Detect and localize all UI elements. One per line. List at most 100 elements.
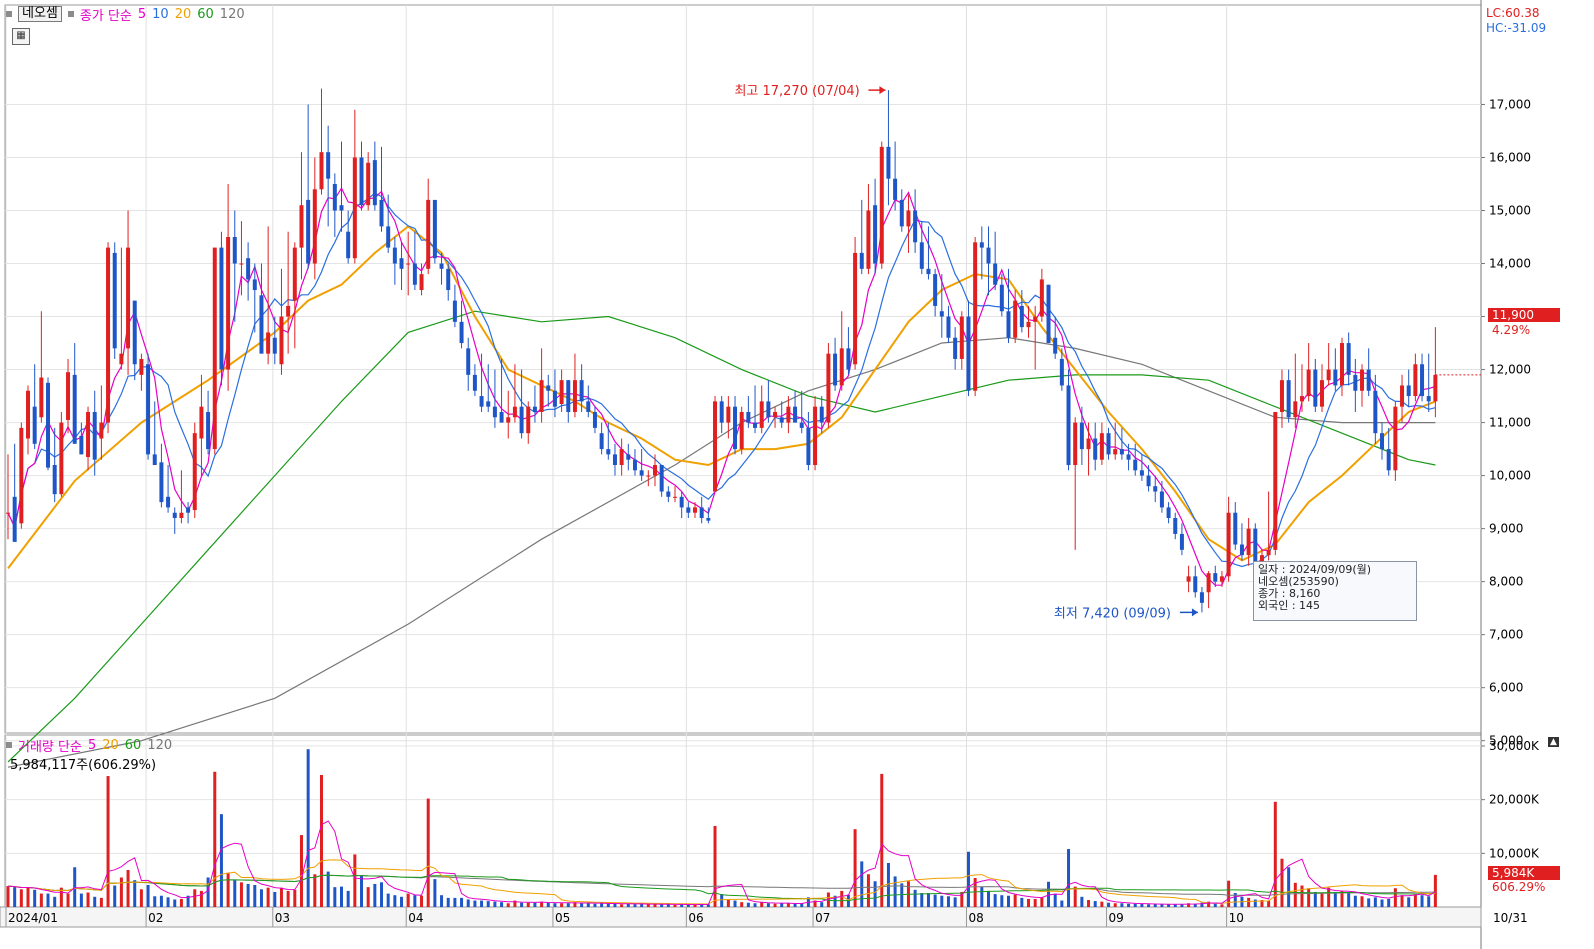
tooltip-close: 종가 : 8,160: [1258, 587, 1321, 600]
candle-body: [1199, 592, 1204, 603]
volume-ma-label[interactable]: 거래량 단순: [18, 739, 82, 755]
crosshair-tooltip: 일자 : 2024/09/09(월) 네오셈(253590) 종가 : 8,16…: [1253, 561, 1417, 621]
volume-bar: [126, 869, 130, 907]
month-label: 05: [555, 911, 570, 925]
volume-bar: [626, 903, 630, 907]
candle-body: [1266, 549, 1271, 556]
data-table-icon[interactable]: ▦: [12, 28, 30, 45]
volume-bar: [1320, 892, 1324, 907]
volume-bar: [1207, 901, 1211, 907]
volume-bar: [326, 871, 330, 907]
stock-name-button[interactable]: 네오셈: [18, 6, 62, 22]
candle-body: [1253, 528, 1258, 566]
candle-body: [786, 406, 791, 423]
volume-bar: [1420, 895, 1424, 907]
candle-body: [1299, 396, 1304, 402]
volume-bar: [1053, 893, 1057, 907]
volume-bar: [853, 829, 857, 907]
minimize-icon[interactable]: ▲: [1548, 737, 1559, 747]
candle-body: [1153, 486, 1158, 492]
volume-bar: [900, 883, 904, 907]
volume-bar: [1267, 900, 1271, 907]
candle-body: [559, 380, 564, 405]
volume-bar: [840, 890, 844, 907]
date-axis-area: [0, 906, 1482, 928]
candle-body: [1326, 369, 1331, 381]
ma120-label[interactable]: 120: [219, 6, 245, 22]
ma20-label[interactable]: 20: [174, 6, 192, 22]
candle-body: [899, 199, 904, 227]
price-tick-label: 11,000: [1489, 416, 1531, 430]
vol-ma120-label[interactable]: 120: [147, 737, 173, 753]
volume-bar: [533, 902, 537, 907]
price-ma-label[interactable]: 종가 단순: [79, 8, 132, 24]
volume-bar: [773, 903, 777, 907]
volume-bar: [926, 893, 930, 907]
price-tick-label: 9,000: [1489, 522, 1523, 536]
candle-body: [39, 377, 44, 418]
ma60-label[interactable]: 60: [197, 6, 214, 22]
candle-body: [1286, 380, 1291, 418]
volume-bar: [426, 798, 430, 907]
candle-body: [1193, 576, 1198, 593]
legend-marker-icon: [67, 11, 74, 17]
candle-body: [159, 462, 164, 503]
candle-body: [239, 263, 244, 265]
candle-body: [1119, 449, 1124, 455]
candle-body: [486, 401, 491, 407]
vol-ma20-label[interactable]: 20: [102, 737, 119, 753]
candle-body: [879, 146, 884, 264]
volume-bar: [620, 904, 624, 907]
candle-body: [1073, 422, 1078, 465]
candle-body: [953, 337, 958, 359]
volume-bar: [433, 879, 437, 907]
candle-body: [612, 454, 617, 465]
candle-body: [166, 496, 171, 508]
volume-bar: [193, 889, 197, 907]
candle-body: [993, 263, 998, 285]
volume-bar: [566, 903, 570, 907]
volume-bar: [740, 902, 744, 907]
candle-body: [1426, 396, 1431, 402]
candle-body: [1086, 438, 1091, 450]
candle-body: [1213, 573, 1218, 582]
volume-bar: [1313, 891, 1317, 907]
candle-body: [232, 237, 237, 264]
volume-bar: [486, 901, 490, 907]
candle-body: [352, 157, 357, 259]
ma10-label[interactable]: 10: [152, 6, 169, 22]
candle-body: [392, 247, 397, 264]
candle-body: [1400, 385, 1405, 407]
candle-body: [666, 491, 671, 497]
volume-bar: [506, 903, 510, 907]
volume-bar: [66, 893, 70, 907]
candle-body: [946, 316, 951, 338]
volume-bar: [400, 896, 404, 907]
candle-body: [1413, 364, 1418, 397]
candle-body: [72, 374, 77, 444]
ma5-label[interactable]: 5: [137, 6, 147, 22]
candle-body: [859, 252, 864, 269]
candle-body: [599, 433, 604, 450]
vol-ma5-label[interactable]: 5: [87, 737, 97, 753]
volume-bar: [1353, 895, 1357, 907]
vol-ma60-label[interactable]: 60: [124, 737, 142, 753]
candle-body: [1293, 401, 1298, 418]
candle-body: [286, 305, 291, 317]
volume-bar: [33, 889, 37, 907]
candle-body: [412, 263, 417, 285]
volume-bar: [913, 889, 917, 907]
candle-body: [26, 390, 31, 439]
volume-bar: [153, 896, 157, 907]
volume-bar: [1180, 904, 1184, 907]
volume-bar: [1100, 901, 1104, 907]
volume-bar: [440, 895, 444, 907]
volume-bar: [466, 899, 470, 907]
volume-bar: [1373, 897, 1377, 907]
candle-body: [1333, 369, 1338, 386]
candle-body: [686, 507, 691, 513]
candle-body: [112, 252, 117, 349]
volume-panel: [4, 734, 1482, 908]
